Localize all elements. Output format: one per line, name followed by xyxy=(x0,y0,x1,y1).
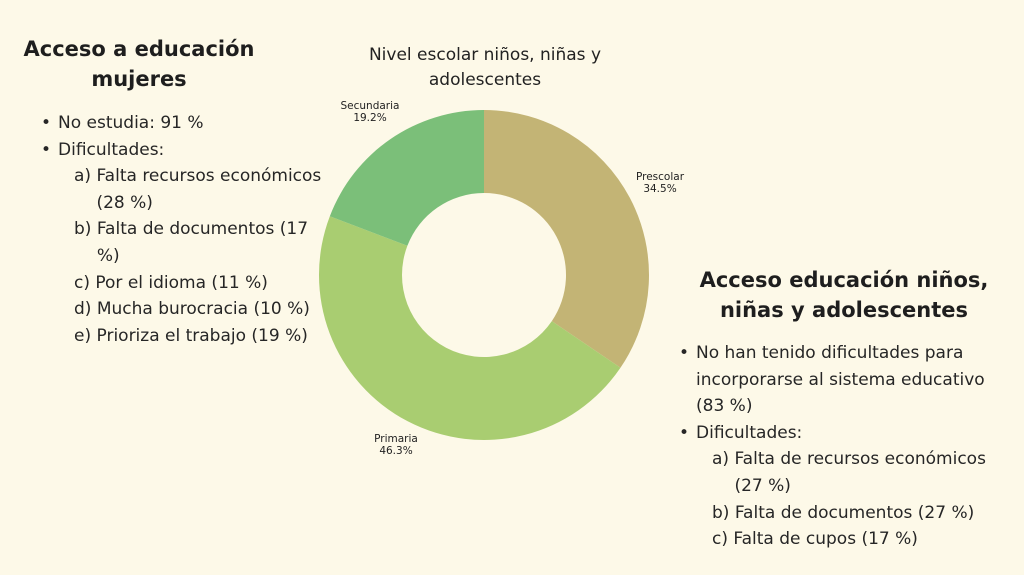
slice-label: Secundaria xyxy=(341,100,400,112)
slice-label: Prescolar xyxy=(636,171,685,183)
bullet-text: Dificultades: xyxy=(696,423,802,443)
slice-value-label: 34.5% xyxy=(643,183,676,195)
donut-slice-prescolar xyxy=(484,110,649,368)
sub-item-letter: a) xyxy=(712,446,729,499)
bullet-item: Dificultades: a) Falta de recursos económ… xyxy=(676,420,996,553)
sub-item-text: Falta de cupos (17 %) xyxy=(733,526,996,553)
sub-item-text: Falta de documentos (27 %) xyxy=(735,500,996,527)
slice-value-label: 46.3% xyxy=(379,445,412,457)
right-panel-title: Acceso educación niños, niñas y adolesce… xyxy=(694,265,994,325)
sub-list: a) Falta de recursos económicos (27 %) b)… xyxy=(696,446,996,552)
sub-list-item: b) Falta de documentos (27 %) xyxy=(712,500,996,527)
sub-item-letter: c) xyxy=(712,526,728,553)
sub-item-text: Falta de recursos económicos (27 %) xyxy=(734,446,996,499)
sub-item-letter: b) xyxy=(712,500,729,527)
right-panel-list: No han tenido dificultades para incorpor… xyxy=(676,340,996,553)
bullet-text: No han tenido dificultades para incorpor… xyxy=(696,343,985,416)
slice-value-label: 19.2% xyxy=(353,112,386,124)
sub-list-item: a) Falta de recursos económicos (27 %) xyxy=(712,446,996,499)
slice-label: Primaria xyxy=(374,433,418,445)
sub-list-item: c) Falta de cupos (17 %) xyxy=(712,526,996,553)
bullet-item: No han tenido dificultades para incorpor… xyxy=(676,340,996,420)
